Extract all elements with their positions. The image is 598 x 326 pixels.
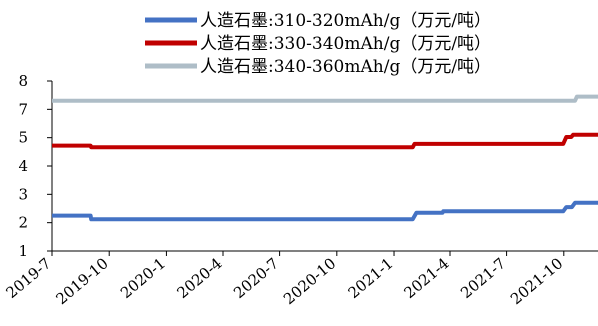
y-tick-label: 7 [18, 100, 28, 118]
y-tick-label: 3 [18, 185, 28, 203]
series-layer [52, 94, 598, 222]
y-tick-label: 8 [18, 72, 28, 90]
series-line-3 [52, 94, 598, 103]
legend-label-1: 人造石墨:310-320mAh/g（万元/吨） [200, 11, 491, 31]
x-tick-label: 2021-10 [507, 254, 566, 308]
x-tick-label: 2019-7 [3, 254, 55, 302]
x-tick-label: 2020-7 [230, 254, 282, 302]
x-tick-label: 2021-1 [345, 254, 397, 302]
x-tick-label: 2021-4 [401, 254, 453, 302]
y-tick-label: 1 [18, 242, 28, 260]
x-tick-label: 2020-4 [174, 254, 226, 302]
x-tick-label: 2021-7 [457, 254, 509, 302]
series-line-1 [52, 200, 598, 222]
y-tick-label: 2 [18, 214, 28, 232]
legend-label-3: 人造石墨:340-360mAh/g（万元/吨） [200, 57, 491, 77]
y-tick-label: 5 [18, 129, 28, 147]
legend-label-2: 人造石墨:330-340mAh/g（万元/吨） [200, 34, 491, 54]
x-tick-label: 2019-10 [52, 254, 111, 308]
legend: 人造石墨:310-320mAh/g（万元/吨） 人造石墨:330-340mAh/g… [145, 11, 491, 77]
x-tick-label: 2020-10 [280, 254, 339, 308]
y-axis: 1 2 3 4 5 7 8 [18, 72, 53, 260]
x-tick-label: 2020-1 [117, 254, 169, 302]
y-tick-label: 4 [18, 157, 28, 175]
series-line-2 [52, 132, 598, 150]
